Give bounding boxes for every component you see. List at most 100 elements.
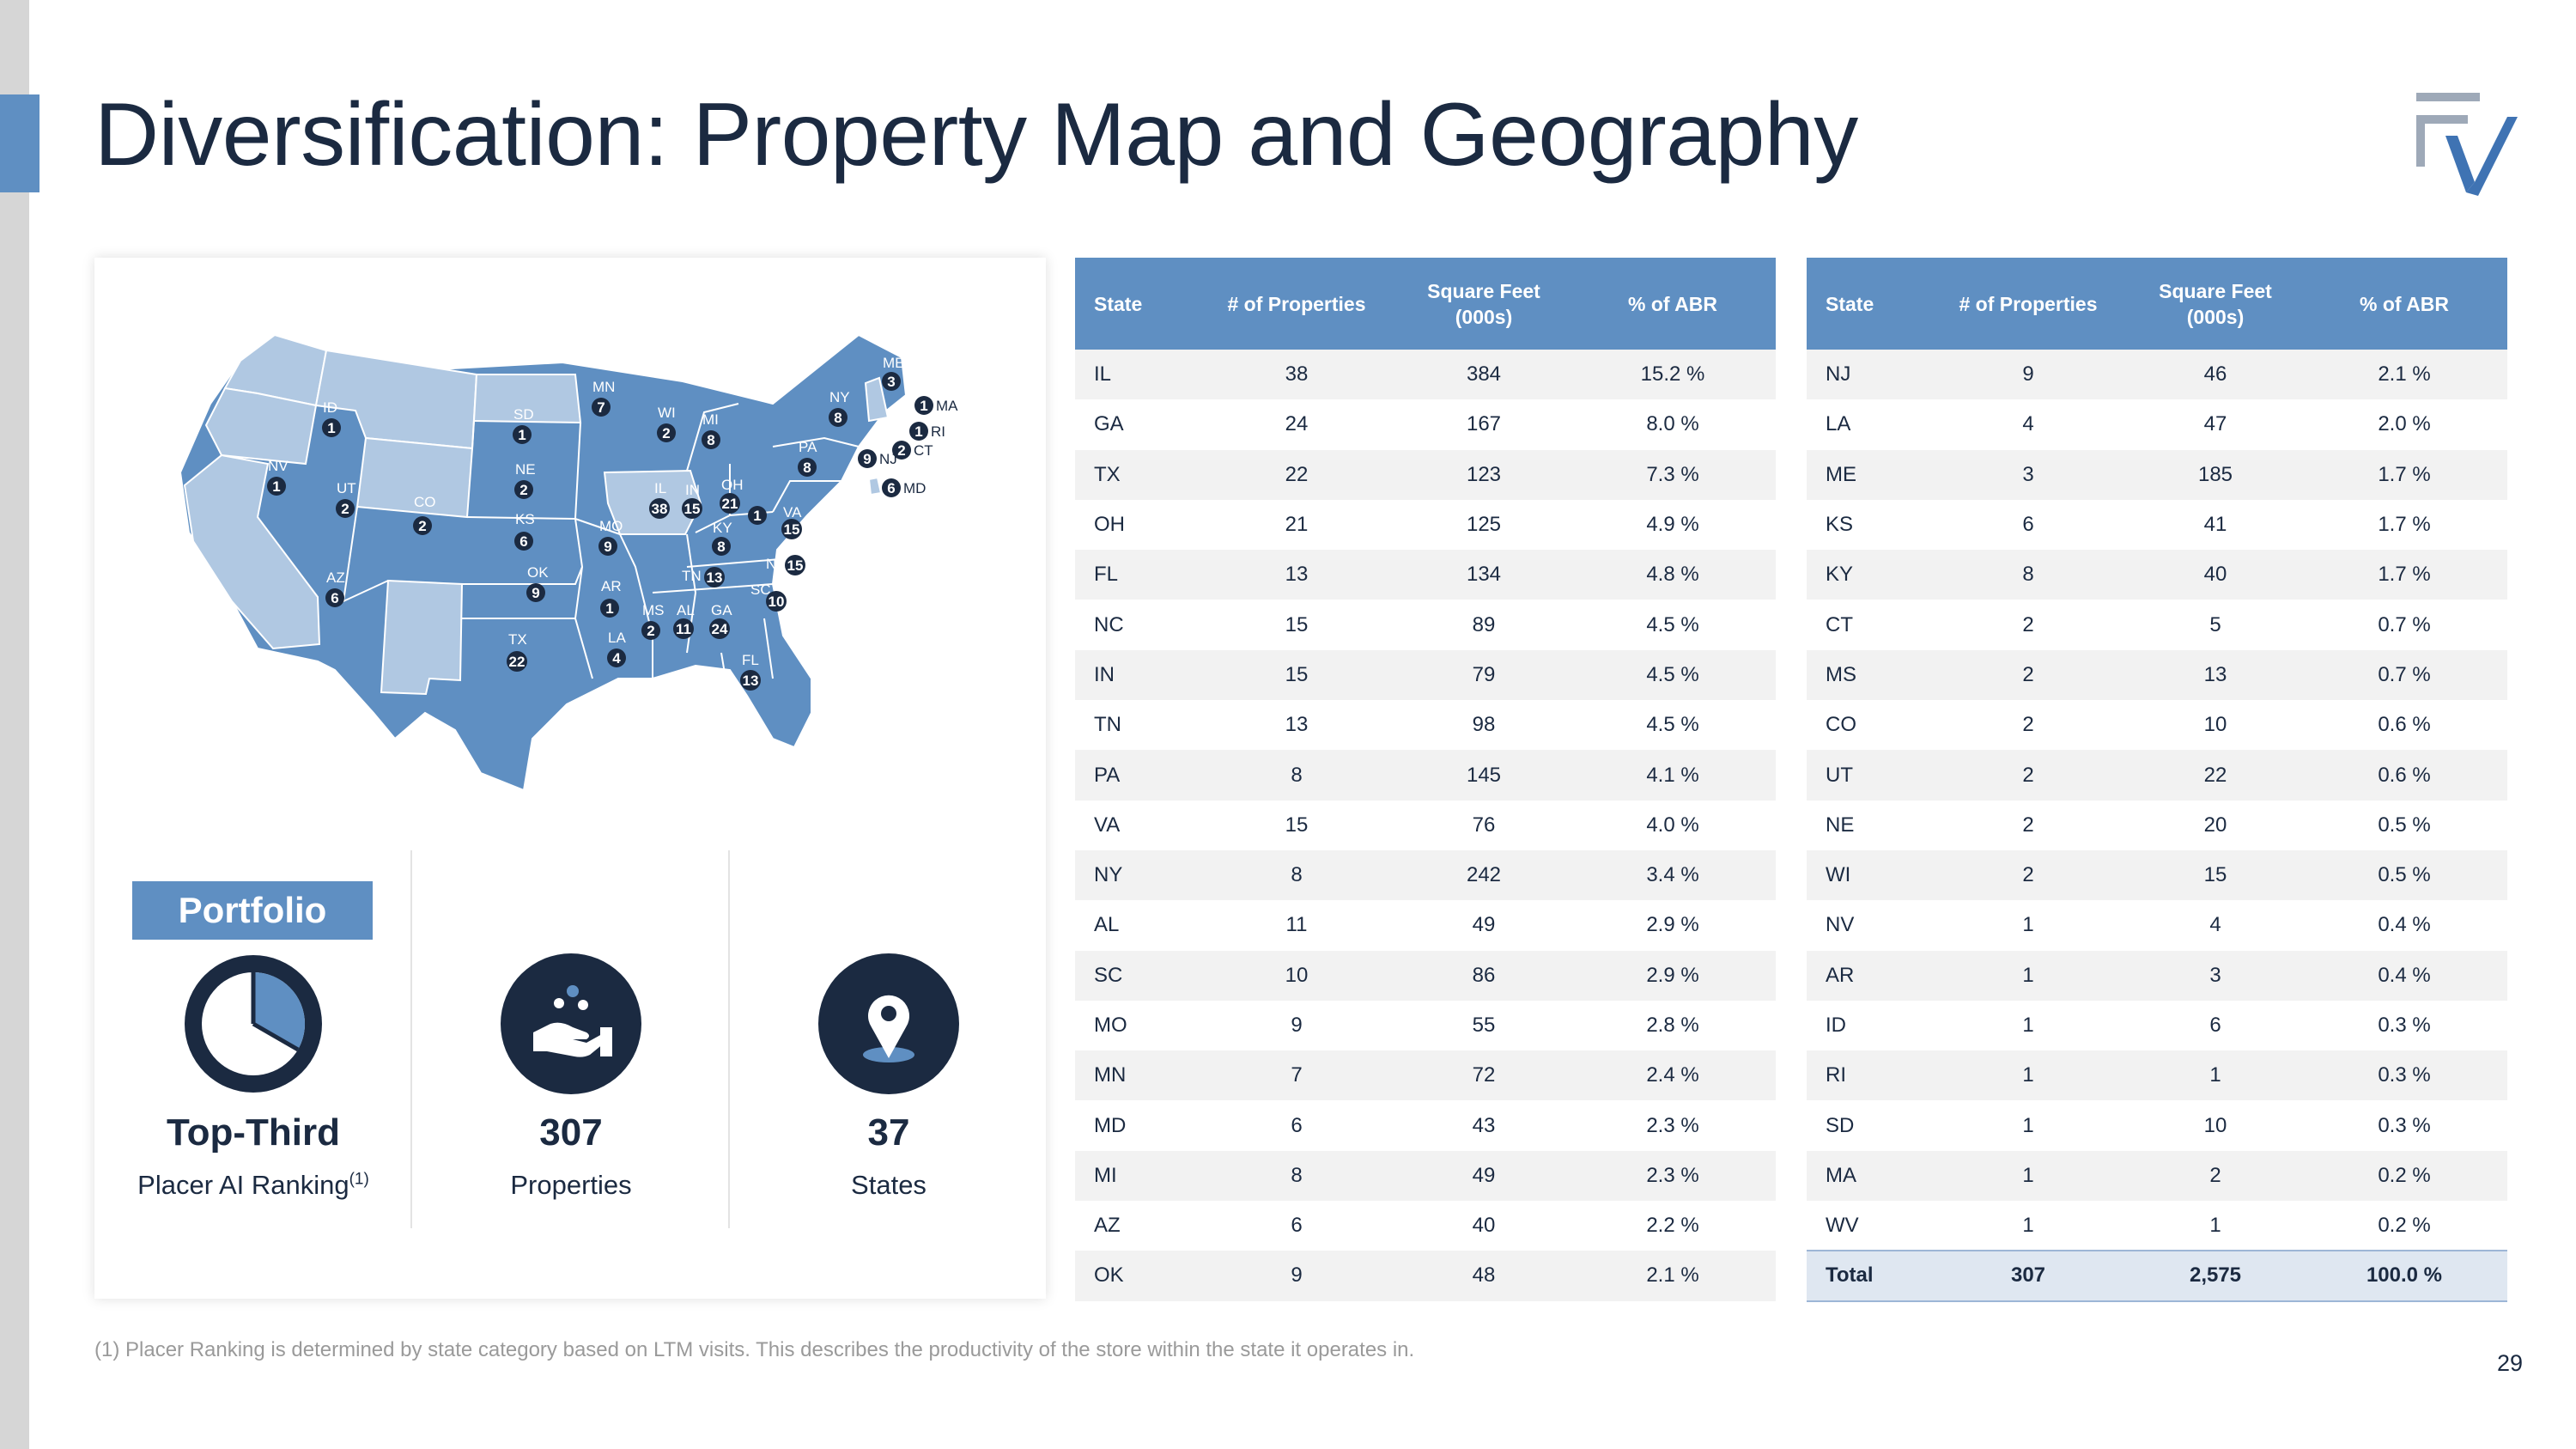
marker-in-count: 15 [684,501,701,517]
cell-properties: 9 [1927,350,2129,400]
marker-ri-count: 1 [914,423,922,440]
marker-ms-dot [641,621,660,640]
table-row: CT 2 5 0.7 % [1807,600,2507,650]
cell-square-feet: 1 [2129,1050,2301,1101]
marker-wv-dot [748,506,767,525]
cell-abr: 2.9 % [1570,950,1776,1001]
marker-co-count: 2 [418,518,426,534]
marker-mo-dot [598,537,617,556]
state-table-left: State # of Properties Square Feet (000s) … [1075,258,1776,1301]
marker-ks: KS 6 [514,511,535,551]
cell-abr: 4.1 % [1570,750,1776,801]
table-header-row: State # of Properties Square Feet (000s) … [1075,258,1776,350]
total-square-feet: 2,575 [2129,1250,2301,1302]
cell-abr: 4.5 % [1570,700,1776,751]
marker-az: AZ 6 [325,569,345,607]
table-row: NC 15 89 4.5 % [1075,600,1776,650]
marker-ky-dot [712,537,731,556]
cell-square-feet: 13 [2129,649,2301,701]
cell-properties: 2 [1927,800,2129,850]
marker-in-label: IN [685,482,700,498]
cell-abr: 2.0 % [2301,399,2507,450]
marker-ut: UT 2 [336,480,356,518]
state-or [204,387,318,466]
cell-abr: 2.3 % [1570,1150,1776,1202]
cell-square-feet: 40 [2129,550,2301,600]
cell-square-feet: 6 [2129,1000,2301,1051]
cell-state: TN [1075,700,1195,751]
marker-tn-label: TN [682,568,702,584]
header-square-feet: Square Feet (000s) [1398,258,1570,350]
us-mainland-shape [179,333,908,792]
marker-nj-label: NJ [879,451,897,467]
cell-abr: 2.2 % [1570,1201,1776,1251]
marker-nc-count: 15 [787,557,804,574]
cell-properties: 1 [1927,900,2129,951]
cell-properties: 11 [1195,900,1398,951]
properties-value: 307 [539,1111,603,1154]
marker-pa: PA 8 [798,439,817,477]
marker-sc-label: SC [750,581,771,598]
marker-nc-dot [785,555,805,575]
table-row: AR 1 3 0.4 % [1807,950,2507,1001]
marker-nv-count: 1 [272,478,280,495]
cell-state: MO [1075,1000,1195,1051]
marker-md-label: MD [903,480,926,496]
cell-abr: 4.5 % [1570,600,1776,650]
table-row: OH 21 125 4.9 % [1075,499,1776,551]
total-properties: 307 [1927,1250,2129,1302]
marker-md: 6 MD [882,478,926,497]
marker-me-count: 3 [887,374,895,390]
cell-square-feet: 86 [1398,950,1570,1001]
cell-properties: 10 [1195,950,1398,1001]
marker-ks-label: KS [515,511,535,527]
cell-state: NC [1075,600,1195,650]
cell-abr: 2.8 % [1570,1000,1776,1051]
marker-tx-dot [507,651,527,672]
marker-ks-count: 6 [519,533,527,550]
marker-ma-count: 1 [920,398,927,414]
marker-sd-dot [513,425,532,444]
cell-abr: 0.7 % [2301,600,2507,650]
cell-abr: 7.3 % [1570,449,1776,500]
marker-va-label: VA [783,504,802,521]
marker-fl-dot [740,670,761,691]
marker-mi-label: MI [702,411,719,428]
state-nm [380,579,464,696]
cell-square-feet: 5 [2129,600,2301,650]
table-row: WI 2 15 0.5 % [1807,849,2507,901]
marker-nj-dot [858,449,877,468]
cell-abr: 0.2 % [2301,1150,2507,1202]
cell-square-feet: 20 [2129,800,2301,850]
marker-wv-count: 1 [753,508,761,524]
header-properties: # of Properties [1927,258,2129,350]
marker-ms: MS 2 [641,602,665,640]
cell-properties: 1 [1927,950,2129,1001]
cell-abr: 4.9 % [1570,499,1776,551]
cell-properties: 24 [1195,399,1398,450]
marker-wi-dot [657,423,676,442]
cell-properties: 15 [1195,800,1398,850]
marker-co: CO 2 [413,494,436,535]
table-row: KY 8 40 1.7 % [1807,550,2507,600]
marker-me: ME 3 [882,355,905,391]
marker-ks-dot [514,532,533,551]
cell-properties: 2 [1927,649,2129,701]
cell-properties: 3 [1927,449,2129,500]
cell-properties: 15 [1195,649,1398,701]
map-panel: ME 3 NY 8 1 MA 1 RI 2 CT [94,258,1046,1299]
marker-ny-count: 8 [834,410,841,426]
cell-state: TX [1075,449,1195,500]
cell-state: MD [1075,1100,1195,1151]
cell-properties: 9 [1195,1000,1398,1051]
cell-square-feet: 49 [1398,1150,1570,1202]
cell-abr: 0.3 % [2301,1000,2507,1051]
table-body-left: IL 38 384 15.2 % GA 24 167 8.0 % TX 22 123 7.3 % OH 2… [1075,350,1776,1301]
marker-ny-dot [829,408,848,427]
cell-square-feet: 384 [1398,350,1570,400]
cell-square-feet: 10 [2129,1100,2301,1151]
cell-state: LA [1807,399,1927,450]
cell-properties: 8 [1195,750,1398,801]
ranking-label: Placer AI Ranking(1) [94,1170,412,1201]
cell-square-feet: 125 [1398,499,1570,551]
